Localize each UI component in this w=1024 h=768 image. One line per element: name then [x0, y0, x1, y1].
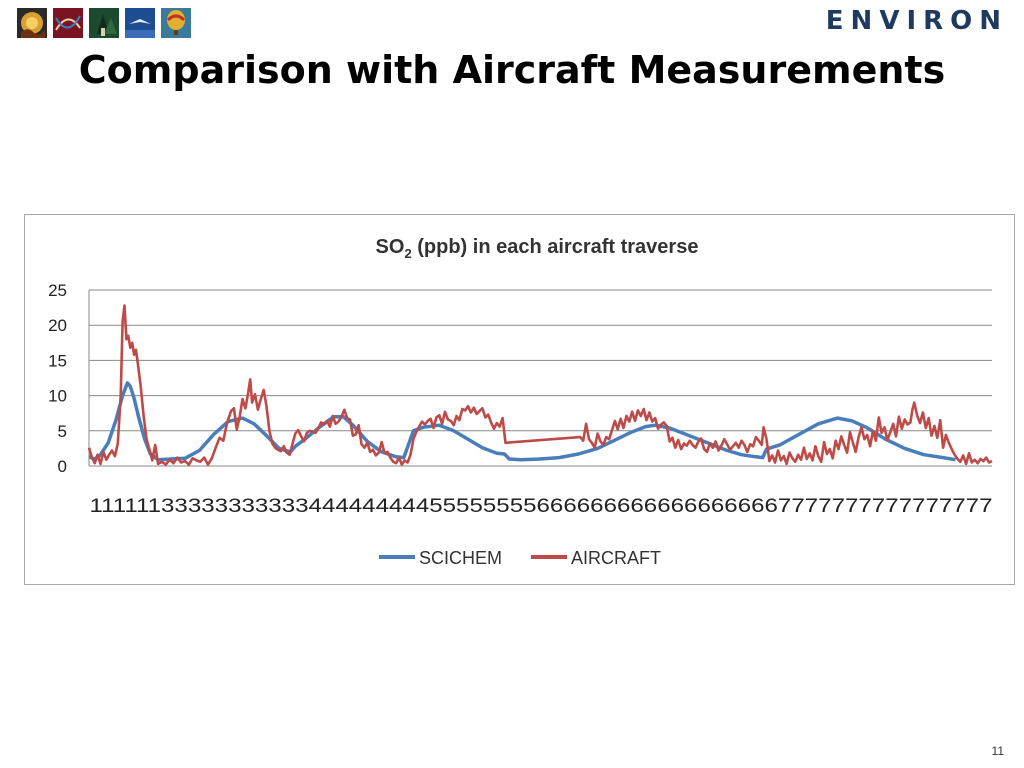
chart-title: SO2 (ppb) in each aircraft traverse	[376, 236, 699, 261]
legend-label-aircraft: AIRCRAFT	[571, 548, 661, 568]
dna-image-icon	[53, 8, 83, 38]
slide-title: Comparison with Aircraft Measurements	[78, 48, 946, 92]
chart-title-rest: (ppb) in each aircraft traverse	[412, 236, 699, 258]
forest-image-icon	[89, 8, 119, 38]
y-tick-label-20: 20	[48, 316, 67, 335]
legend-label-scichem: SCICHEM	[419, 548, 502, 568]
y-tick-label-10: 10	[48, 387, 67, 406]
brand-logo: ENVIRON	[825, 6, 1008, 36]
page-number: 11	[991, 744, 1004, 758]
series-line-aircraft	[87, 304, 993, 466]
chart-grid	[88, 289, 992, 467]
y-tick-label-25: 25	[48, 281, 67, 300]
y-axis-ticks: 0 5 10 15 20 25	[48, 281, 67, 476]
fire-image-icon	[17, 8, 47, 38]
chart-series	[87, 304, 993, 466]
chart-legend: SCICHEM AIRCRAFT	[379, 548, 661, 568]
chart-title-subscript: 2	[404, 246, 411, 261]
series-line-scichem	[88, 381, 956, 462]
y-tick-label-5: 5	[58, 422, 67, 441]
balloon-image-icon	[161, 8, 191, 38]
y-tick-label-15: 15	[48, 351, 67, 370]
so2-line-chart: SO2 (ppb) in each aircraft traverse 0 5 10…	[48, 236, 993, 568]
chart-frame: SO2 (ppb) in each aircraft traverse 0 5 10…	[24, 214, 1015, 585]
y-tick-label-0: 0	[58, 457, 67, 476]
x-axis-tick-labels: 1111113333333333344444444455555555666666…	[90, 496, 993, 517]
header-thumbnails	[17, 8, 191, 38]
chart-title-main: SO	[376, 236, 405, 258]
bird-image-icon	[125, 8, 155, 38]
